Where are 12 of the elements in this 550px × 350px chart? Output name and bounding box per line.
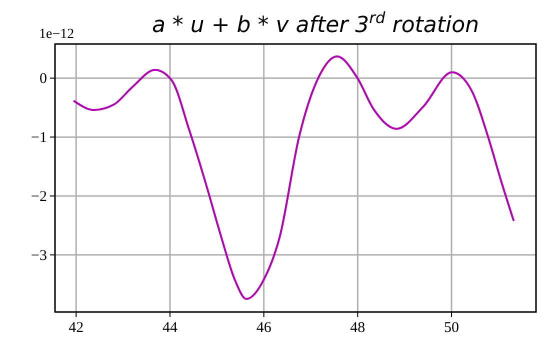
x-tick-label: 44 (162, 320, 178, 336)
y-tick-label: −1 (31, 130, 47, 146)
x-tick-label: 42 (68, 320, 84, 336)
y-tick-label: −2 (31, 188, 47, 205)
line-series (73, 55, 514, 300)
y-tick-label: −3 (31, 248, 47, 264)
chart-title: a * u + b * v after 3$^{rd}$ rotation (152, 9, 480, 38)
x-tick-label: 48 (350, 320, 366, 336)
text: 1e−12 (39, 27, 74, 42)
x-tick-label: 50 (444, 320, 460, 336)
x-tick-label: 46 (256, 320, 272, 336)
y-tick-label: 0 (40, 71, 47, 88)
